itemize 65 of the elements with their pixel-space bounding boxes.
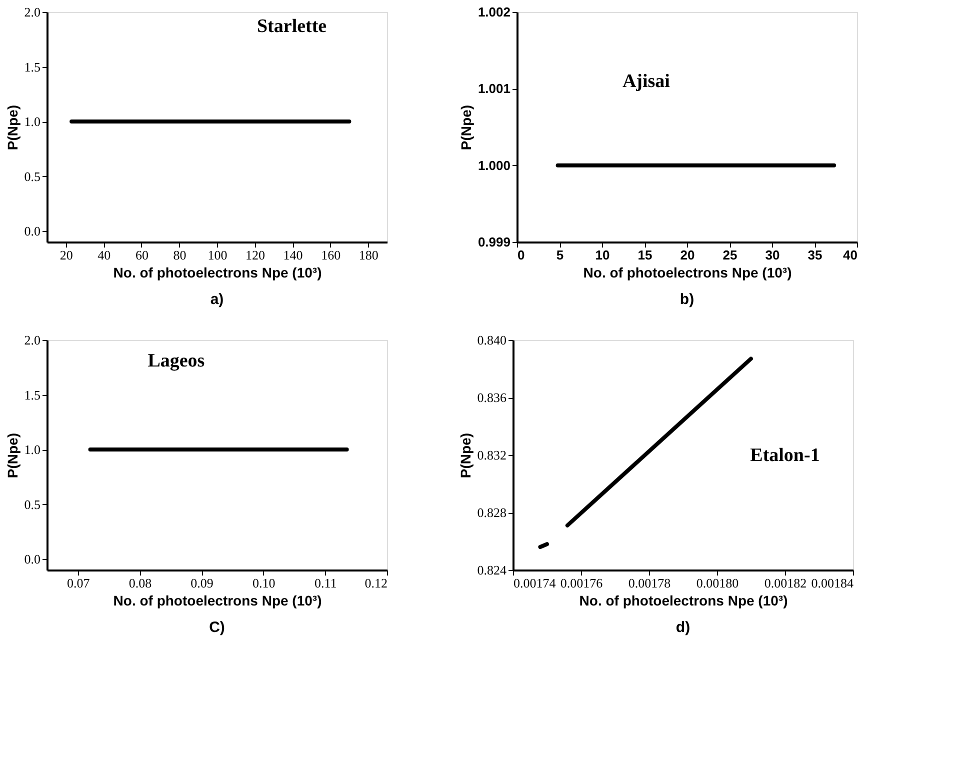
y-tick-label: 1.001 [478,81,510,96]
text: b) [680,291,694,308]
x-tick-label: 15 [638,248,652,262]
y-tick-label: 0.828 [477,505,506,520]
x-tick-label: 0.09 [190,576,214,590]
x-tick-label: 0.11 [314,576,337,590]
x-tick-label: 100 [208,248,228,262]
y-tick-label: 0.5 [24,168,40,184]
x-tick-label: 120 [246,248,266,262]
x-axis-title: No. of photoelectrons Npe (10³) [583,264,792,280]
x-tick-label: 40 [98,248,111,262]
text: a) [210,291,224,308]
y-tick-label: 1.0 [24,114,40,130]
x-tick-label: 0.00176 [560,576,604,590]
chart-title: Starlette [256,16,327,37]
x-tick-label: 30 [765,248,780,262]
x-tick-label: 5 [556,248,564,262]
y-tick-label: 2.0 [24,4,40,20]
text: Etalon-1 [750,445,820,466]
x-tick-label: 140 [283,248,303,262]
y-tick-label: 2.0 [24,332,40,348]
y-axis-title: P(Npe) [4,104,20,150]
x-tick-label: 0.08 [128,576,152,590]
text: d) [676,619,690,636]
y-tick-label: 1.0 [24,442,40,458]
x-tick-label: 0.07 [67,576,90,590]
y-tick-label: 0.840 [477,332,506,348]
x-tick-label: 60 [135,248,148,262]
y-tick-label: 0.824 [477,562,507,578]
x-tick-label: 35 [808,248,822,262]
x-tick-label: 0.00174 [514,576,556,590]
y-tick-label: 1.5 [24,387,40,402]
x-tick-label: 25 [722,248,738,262]
x-tick-label: 0 [518,248,525,262]
y-tick-label: 0.999 [478,234,510,250]
y-tick-label: 1.5 [24,59,40,74]
x-tick-label: 40 [843,248,858,262]
y-tick-label: 0.0 [24,552,40,567]
x-tick-label: 0.12 [364,576,388,590]
x-tick-label: 0.00184 [811,576,854,590]
x-tick-label: 10 [595,248,610,262]
y-tick-label: 1.002 [478,4,510,20]
y-tick-label: 0.836 [477,390,507,405]
x-axis-title: No. of photoelectrons Npe (10³) [113,264,322,280]
y-tick-label: 1.000 [478,158,510,173]
y-axis-title: P(Npe) [457,432,474,478]
x-tick-label: 160 [321,248,341,262]
x-tick-label: 180 [358,248,378,262]
x-tick-label: 0.10 [252,576,276,590]
x-tick-label: 0.00182 [764,576,807,590]
x-tick-label: 80 [173,248,186,262]
y-axis-title: P(Npe) [4,432,20,478]
x-tick-label: 20 [60,248,73,262]
text: Ajisai [622,71,670,92]
y-tick-label: 0.832 [477,448,506,462]
y-tick-label: 0.5 [24,496,40,512]
x-tick-label: 0.00180 [696,576,739,590]
x-axis-title: No. of photoelectrons Npe (10³) [113,592,322,608]
x-tick-label: 20 [680,248,695,262]
x-axis-title: No. of photoelectrons Npe (10³) [579,592,788,608]
y-tick-label: 0.0 [24,224,40,239]
x-tick-label: 0.00178 [628,576,671,590]
text: C) [209,619,225,636]
text: Lageos [148,350,205,372]
y-axis-title: P(Npe) [458,104,474,150]
